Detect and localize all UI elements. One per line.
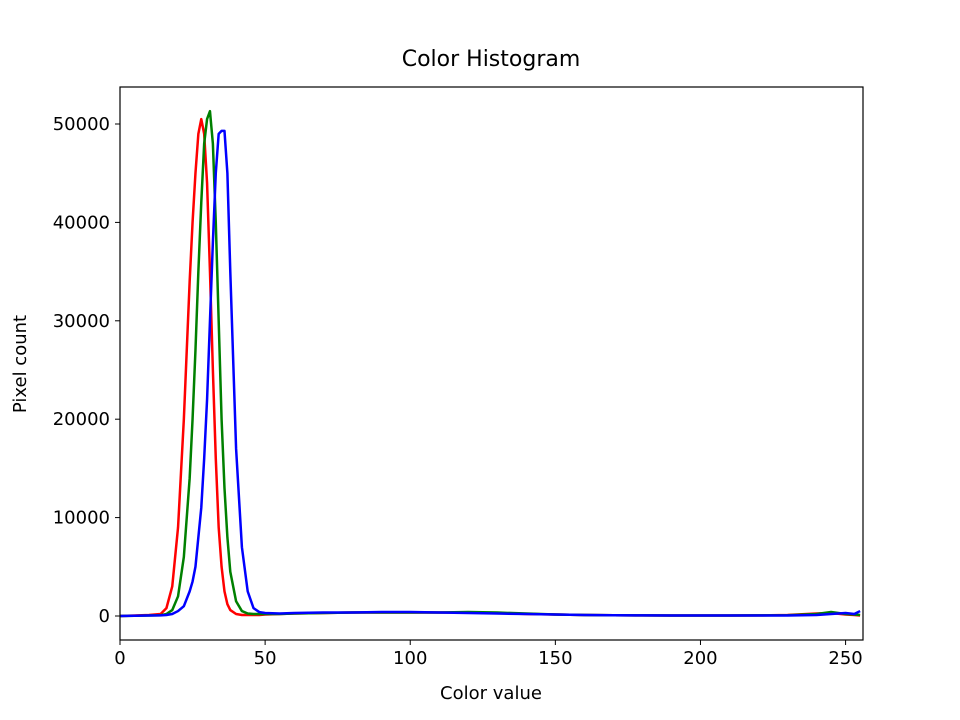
x-axis-label: Color value	[440, 683, 542, 704]
x-tick-label: 200	[683, 648, 717, 669]
y-tick-label: 10000	[53, 508, 110, 529]
series-line	[119, 109, 861, 618]
x-tick-label: 50	[254, 648, 277, 669]
x-tick-label: 250	[828, 648, 862, 669]
x-tick-label: 0	[114, 648, 125, 669]
y-axis-label: Pixel count	[10, 315, 31, 413]
chart-title: Color Histogram	[402, 47, 581, 72]
series-line	[119, 117, 861, 618]
y-tick-label: 0	[99, 606, 110, 627]
series-line	[119, 129, 861, 618]
x-tick-label: 150	[538, 648, 572, 669]
x-tick-label: 100	[393, 648, 427, 669]
y-tick-label: 30000	[53, 311, 110, 332]
y-tick-label: 50000	[53, 114, 110, 135]
plot-frame	[119, 86, 864, 641]
y-tick-label: 40000	[53, 212, 110, 233]
y-tick-label: 20000	[53, 409, 110, 430]
